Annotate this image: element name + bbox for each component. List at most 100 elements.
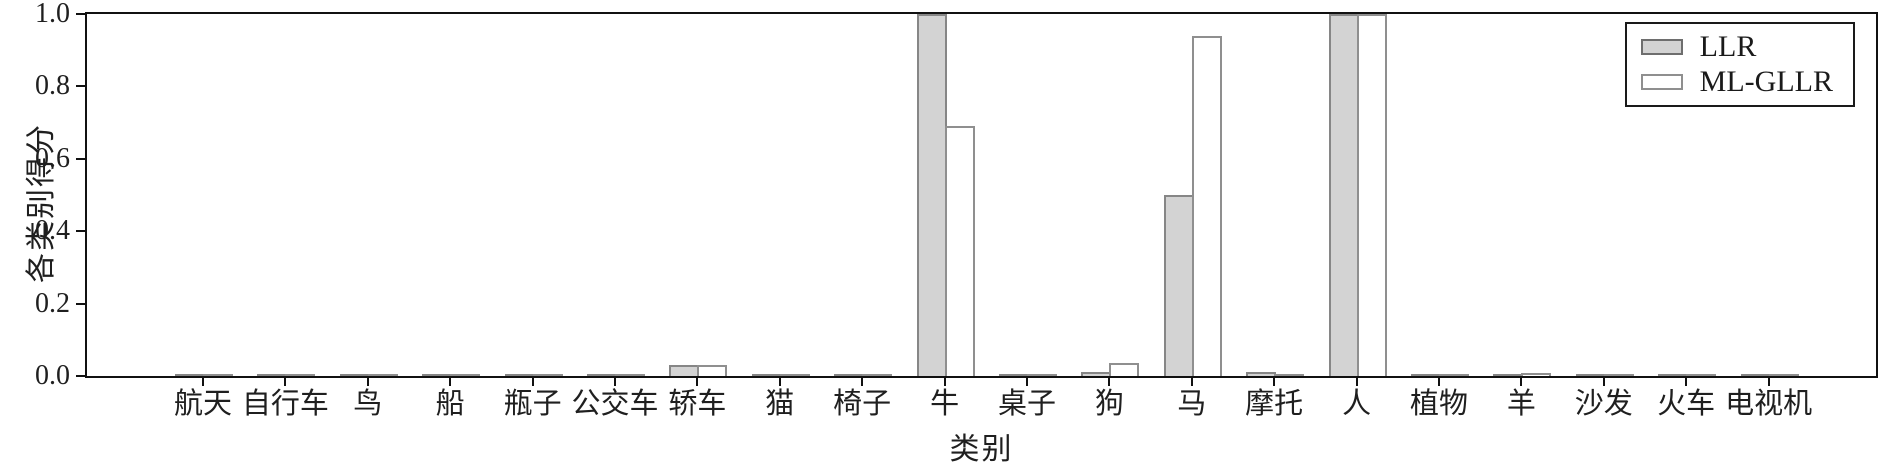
x-tick-mark-6 <box>696 377 699 386</box>
bar-llr-5 <box>587 374 617 376</box>
x-category-label-10: 桌子 <box>997 388 1056 420</box>
x-category-label-9: 牛 <box>930 388 960 420</box>
x-category-label-5: 公交车 <box>571 388 659 420</box>
y-axis-title: 各类别得分 <box>25 123 58 283</box>
x-category-label-14: 人 <box>1342 388 1372 420</box>
x-category-label-18: 火车 <box>1657 388 1716 420</box>
x-tick-mark-15 <box>1438 377 1440 386</box>
x-category-label-11: 狗 <box>1094 388 1124 420</box>
bar-ml-gllr-14 <box>1356 14 1387 376</box>
x-tick-mark-14 <box>1355 377 1358 386</box>
bar-llr-0 <box>175 374 205 376</box>
bar-llr-1 <box>257 374 288 376</box>
bar-ml-gllr-17 <box>1603 374 1634 376</box>
bar-llr-15 <box>1411 374 1441 376</box>
x-tick-mark-9 <box>943 377 946 386</box>
bar-llr-17 <box>1575 374 1606 376</box>
bar-ml-gllr-6 <box>697 365 728 376</box>
legend-label-llr: LLR <box>1699 30 1757 63</box>
bar-llr-4 <box>504 374 535 376</box>
x-tick-mark-11 <box>1108 377 1111 386</box>
bar-ml-gllr-18 <box>1686 374 1717 376</box>
bar-ml-gllr-7 <box>779 374 810 376</box>
x-category-label-13: 摩托 <box>1245 388 1304 420</box>
x-tick-mark-7 <box>778 377 781 386</box>
bar-llr-9 <box>916 14 947 376</box>
bar-ml-gllr-1 <box>285 374 316 376</box>
bar-ml-gllr-5 <box>615 374 645 376</box>
x-tick-mark-2 <box>366 377 369 386</box>
x-category-label-12: 马 <box>1177 388 1207 420</box>
x-category-label-17: 沙发 <box>1574 388 1633 420</box>
x-category-label-4: 瓶子 <box>503 388 562 420</box>
x-tick-mark-1 <box>284 377 287 386</box>
legend-entry-llr: LLR <box>1640 30 1833 63</box>
y-tick-label-0.8: 0.8 <box>35 70 70 102</box>
x-tick-mark-4 <box>531 377 534 386</box>
bar-ml-gllr-9 <box>944 126 975 376</box>
x-tick-mark-18 <box>1685 377 1688 386</box>
bar-llr-14 <box>1328 14 1359 376</box>
y-tick-mark-0.0 <box>76 375 85 377</box>
bar-ml-gllr-3 <box>450 374 481 376</box>
bar-llr-10 <box>999 374 1029 376</box>
y-tick-label-0.4: 0.4 <box>35 215 70 247</box>
bar-llr-18 <box>1658 374 1689 376</box>
bar-ml-gllr-11 <box>1109 363 1140 376</box>
legend-label-ml-gllr: ML-GLLR <box>1699 65 1833 98</box>
y-tick-mark-0.8 <box>76 85 85 88</box>
bar-llr-12 <box>1163 195 1194 376</box>
x-category-label-16: 羊 <box>1506 388 1536 420</box>
bar-llr-13 <box>1246 372 1277 376</box>
bar-llr-16 <box>1493 374 1524 376</box>
bar-ml-gllr-8 <box>862 374 893 376</box>
bar-ml-gllr-15 <box>1439 374 1469 376</box>
y-tick-label-0.6: 0.6 <box>35 142 70 174</box>
x-category-label-8: 椅子 <box>833 388 892 420</box>
x-category-label-6: 轿车 <box>668 388 727 420</box>
x-category-label-3: 船 <box>435 388 465 420</box>
bar-ml-gllr-12 <box>1191 36 1222 376</box>
x-category-label-1: 自行车 <box>241 388 329 420</box>
x-tick-mark-17 <box>1602 377 1605 386</box>
x-axis-title: 类别 <box>949 433 1014 463</box>
legend-entry-ml-gllr: ML-GLLR <box>1640 65 1833 98</box>
x-category-label-2: 鸟 <box>353 388 383 420</box>
bar-ml-gllr-16 <box>1521 373 1552 376</box>
bar-ml-gllr-0 <box>203 374 233 376</box>
bar-llr-2 <box>339 374 370 376</box>
x-category-label-7: 猫 <box>765 388 795 420</box>
y-tick-mark-0.2 <box>76 302 85 305</box>
bar-ml-gllr-19 <box>1768 374 1799 376</box>
x-tick-mark-0 <box>202 377 204 386</box>
x-category-label-15: 植物 <box>1409 388 1468 420</box>
y-tick-label-1.0: 1.0 <box>35 0 70 29</box>
bar-llr-7 <box>751 374 782 376</box>
x-category-label-19: 电视机 <box>1725 388 1813 420</box>
x-category-label-0: 航天 <box>173 388 232 420</box>
x-tick-mark-10 <box>1026 377 1028 386</box>
legend: LLR ML-GLLR <box>1624 22 1855 107</box>
y-tick-mark-0.4 <box>76 230 85 233</box>
bar-ml-gllr-13 <box>1274 374 1305 376</box>
legend-swatch-llr <box>1640 38 1683 55</box>
bar-llr-6 <box>669 365 700 376</box>
bar-ml-gllr-2 <box>367 374 398 376</box>
x-tick-mark-12 <box>1190 377 1193 386</box>
x-tick-mark-3 <box>449 377 452 386</box>
bar-llr-3 <box>422 374 453 376</box>
bar-ml-gllr-10 <box>1027 374 1057 376</box>
bar-llr-19 <box>1740 374 1771 376</box>
plot-area <box>85 12 1878 378</box>
bar-llr-11 <box>1081 372 1112 376</box>
legend-swatch-ml-gllr <box>1640 73 1683 90</box>
x-tick-mark-16 <box>1520 377 1523 386</box>
y-tick-label-0.0: 0.0 <box>35 360 70 391</box>
bar-ml-gllr-4 <box>532 374 563 376</box>
y-tick-label-0.2: 0.2 <box>35 287 70 319</box>
x-tick-mark-13 <box>1273 377 1276 386</box>
x-tick-mark-8 <box>861 377 864 386</box>
y-tick-mark-0.6 <box>76 157 85 160</box>
x-tick-mark-5 <box>614 377 616 386</box>
